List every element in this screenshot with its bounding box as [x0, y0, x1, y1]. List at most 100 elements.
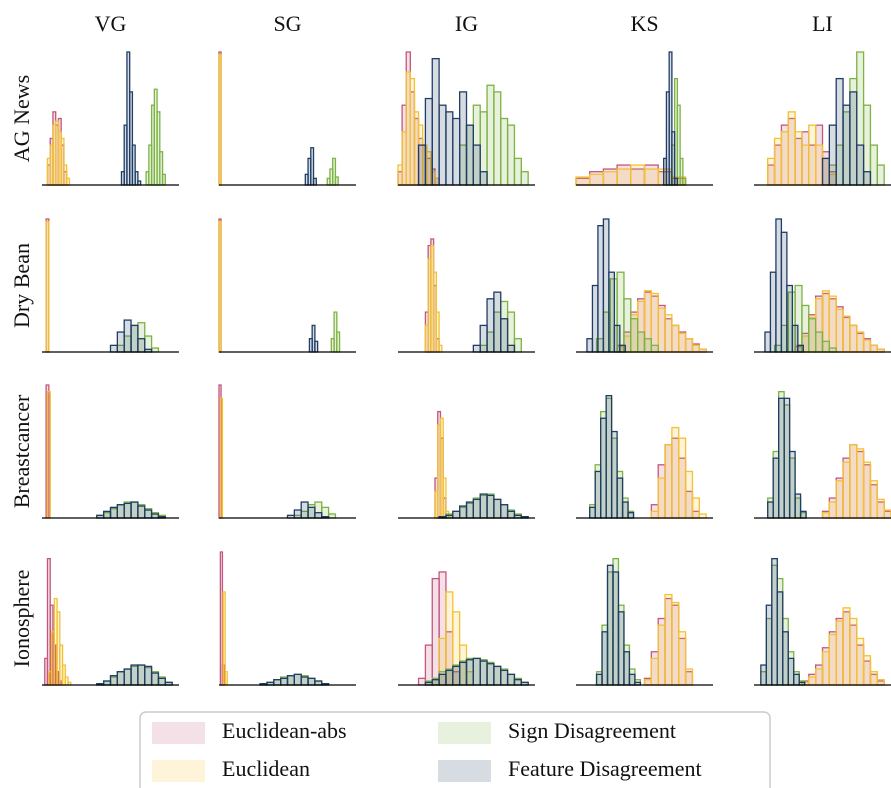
- histogram-bar: [808, 676, 817, 686]
- histogram-bar: [849, 444, 858, 519]
- histogram-bar: [799, 510, 807, 519]
- histogram-bar: [775, 218, 783, 353]
- histogram-bar: [424, 97, 433, 186]
- panel: [397, 51, 535, 186]
- histogram-bar: [682, 177, 687, 186]
- histogram-bar: [336, 331, 341, 353]
- histogram-bar: [849, 617, 858, 686]
- histogram-bar: [787, 657, 795, 686]
- histogram-bar: [218, 54, 222, 186]
- histogram-bar: [773, 137, 783, 186]
- histogram-bar: [678, 437, 687, 519]
- histogram-bar: [767, 157, 776, 186]
- column-title: VG: [95, 11, 127, 36]
- histogram-bar: [493, 91, 502, 186]
- panel: [575, 51, 713, 186]
- histogram-bar: [273, 679, 282, 686]
- histogram-bar: [876, 498, 885, 519]
- histogram-bar: [445, 669, 454, 686]
- histogram-bar: [45, 221, 50, 353]
- histogram-bar: [783, 397, 791, 519]
- histogram-bar: [458, 505, 468, 519]
- histogram-bar: [312, 177, 317, 186]
- histogram-bar: [219, 397, 224, 519]
- histogram-bar: [601, 631, 609, 686]
- histogram-bar: [66, 177, 71, 186]
- histogram-bar: [417, 144, 427, 186]
- histogram-bar: [657, 477, 666, 519]
- histogram-bar: [486, 663, 495, 686]
- panel: [218, 51, 356, 186]
- histogram-bar: [678, 631, 687, 686]
- histogram-bar: [623, 298, 632, 353]
- histogram-bar: [123, 668, 132, 686]
- column-title: LI: [812, 11, 833, 36]
- histogram-bar: [828, 501, 837, 519]
- histogram-bar: [465, 659, 474, 686]
- histogram-bar: [650, 344, 659, 353]
- histogram-bar: [109, 506, 118, 519]
- histogram-bar: [506, 124, 516, 186]
- histogram-bar: [627, 512, 635, 519]
- histogram-bar: [808, 124, 817, 186]
- panel: [398, 410, 535, 519]
- histogram-bar: [788, 450, 796, 519]
- histogram-bar: [137, 664, 146, 686]
- histogram-bar: [842, 607, 851, 686]
- histogram-bar: [828, 295, 837, 353]
- histogram-bar: [594, 470, 602, 519]
- histogram-bar: [856, 144, 865, 186]
- histogram-bar: [797, 344, 804, 353]
- histogram-bar: [144, 665, 153, 686]
- histogram-bar: [869, 671, 878, 686]
- histogram-bar: [472, 657, 481, 686]
- histogram-bar: [465, 124, 474, 186]
- histogram-bar: [589, 173, 605, 186]
- histogram-bar: [862, 339, 872, 353]
- histogram-bar: [657, 624, 666, 686]
- histogram-bar: [103, 510, 112, 519]
- histogram-bar: [307, 506, 316, 519]
- histogram-bar: [500, 669, 509, 686]
- histogram-bar: [116, 504, 125, 519]
- histogram-bar: [828, 633, 837, 686]
- histogram-bar: [445, 111, 454, 186]
- histogram-bar: [605, 394, 613, 519]
- histogram-bar: [835, 620, 844, 686]
- legend-box: [139, 711, 771, 788]
- histogram-bar: [307, 677, 316, 686]
- histogram-bar: [664, 444, 673, 519]
- histogram-bar: [606, 564, 614, 686]
- histogram-bar: [465, 501, 474, 519]
- histogram-bar: [691, 497, 700, 519]
- histogram-bar: [842, 104, 851, 186]
- histogram-bar: [821, 512, 830, 519]
- histogram-bar: [293, 673, 302, 686]
- histogram-bar: [222, 591, 226, 686]
- histogram-bar: [493, 291, 502, 353]
- histogram-bar: [808, 318, 817, 353]
- histogram-bar: [500, 117, 509, 186]
- histogram-bar: [862, 461, 872, 519]
- histogram-bar: [772, 457, 780, 519]
- histogram-bar: [876, 679, 885, 686]
- histogram-bar: [815, 331, 824, 353]
- histogram-bar: [787, 111, 796, 186]
- histogram-bar: [595, 673, 603, 686]
- histogram-bar: [650, 292, 659, 353]
- column-title: KS: [630, 11, 658, 36]
- histogram-bar: [452, 665, 461, 686]
- histogram-bar: [643, 679, 652, 686]
- histogram-bar: [664, 314, 673, 353]
- histogram-bar: [619, 344, 626, 353]
- histogram-bar: [671, 601, 680, 686]
- histogram-bar: [438, 344, 443, 353]
- histogram-bar: [621, 501, 629, 519]
- histogram-bar: [628, 673, 636, 686]
- legend-swatch: [438, 760, 491, 782]
- histogram-bar: [513, 679, 522, 686]
- histogram-bar: [137, 505, 146, 519]
- panel: [754, 390, 891, 519]
- histogram-bar: [150, 672, 160, 686]
